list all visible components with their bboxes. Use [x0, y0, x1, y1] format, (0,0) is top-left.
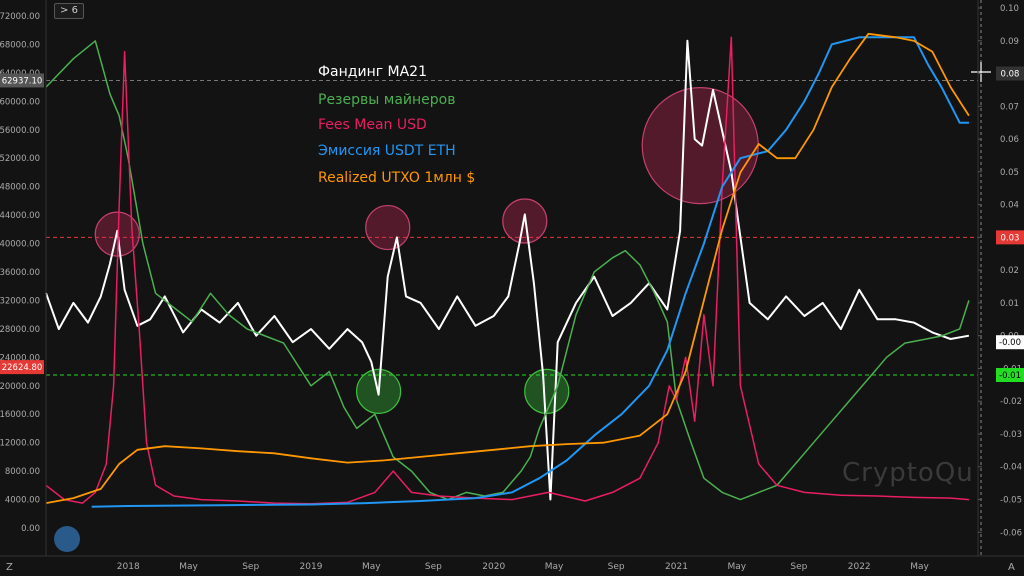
- left-tick-label: 20000.00: [0, 382, 40, 392]
- right-price-tag-label: -0.00: [999, 338, 1021, 348]
- right-price-tag-label: 0.03: [1001, 233, 1020, 243]
- timezone-label[interactable]: Z: [6, 562, 13, 573]
- series-line: [45, 36, 969, 505]
- left-tick-label: 40000.00: [0, 240, 40, 250]
- right-tick-label: 0.07: [1000, 102, 1019, 112]
- left-tick-label: 12000.00: [0, 439, 40, 449]
- left-tick-label: 4000.00: [5, 496, 40, 506]
- series-lines: [45, 32, 970, 508]
- left-price-tag: [0, 73, 44, 88]
- highlight-circle: [524, 368, 570, 414]
- highlight-circle: [365, 204, 411, 251]
- legend-item: Realized UTXO 1млн $: [318, 170, 476, 186]
- left-tick-label: 48000.00: [0, 183, 40, 193]
- left-tick-label: 32000.00: [0, 296, 40, 306]
- x-tick-label: 2018: [117, 562, 140, 572]
- logo-icon[interactable]: [54, 526, 80, 552]
- legend-item: Резервы майнеров: [318, 92, 456, 108]
- right-tick-label: 0.09: [1000, 37, 1019, 47]
- right-price-tag: [996, 335, 1024, 350]
- left-tick-label: 36000.00: [0, 268, 40, 278]
- right-tick-label: 0.01: [1000, 299, 1019, 309]
- x-tick-label: May: [179, 562, 198, 572]
- left-tick-label: 24000.00: [0, 353, 40, 363]
- highlight-circles: [94, 87, 759, 414]
- left-tick-label: 52000.00: [0, 154, 40, 164]
- legend-item: Fees Mean USD: [318, 117, 427, 133]
- x-tick-label: 2022: [848, 562, 871, 572]
- right-tick-label: 0.10: [1000, 4, 1019, 14]
- right-price-tag: [996, 66, 1024, 81]
- left-tick-label: 68000.00: [0, 40, 40, 50]
- x-tick-label: May: [362, 562, 381, 572]
- left-tick-label: 56000.00: [0, 126, 40, 136]
- left-tick-label: 16000.00: [0, 410, 40, 420]
- interval-button[interactable]: > 6: [54, 3, 84, 19]
- left-tick-label: 60000.00: [0, 97, 40, 107]
- right-price-tag-label: 0.08: [1001, 70, 1020, 80]
- legend-item: Эмиссия USDT ETH: [318, 143, 456, 159]
- left-price-tag: [0, 360, 44, 375]
- left-price-tag-label: 22624.80: [2, 363, 43, 373]
- right-price-tag: [996, 230, 1024, 245]
- x-tick-label: 2019: [300, 562, 323, 572]
- right-price-tag: [996, 367, 1024, 382]
- right-tick-label: 0.02: [1000, 266, 1019, 276]
- x-tick-label: May: [727, 562, 746, 572]
- series-line: [91, 36, 969, 508]
- left-tick-label: 28000.00: [0, 325, 40, 335]
- left-price-tag-label: 62937.10: [2, 76, 43, 86]
- right-tick-label: -0.03: [1000, 430, 1022, 440]
- right-tick-label: 0.06: [1000, 135, 1019, 145]
- x-tick-label: May: [910, 562, 929, 572]
- series-line: [45, 40, 970, 501]
- x-tick-label: Sep: [608, 562, 625, 572]
- x-tick-label: 2021: [665, 562, 688, 572]
- left-tick-label: 8000.00: [5, 467, 40, 477]
- left-tick-label: 44000.00: [0, 211, 40, 221]
- right-price-tag-label: -0.01: [999, 371, 1021, 381]
- right-tick-label: -0.05: [1000, 496, 1022, 506]
- legend-item: Фандинг MA21: [318, 64, 427, 80]
- watermark: CryptoQu: [842, 458, 974, 488]
- left-tick-label: 72000.00: [0, 12, 40, 22]
- x-tick-label: Sep: [790, 562, 807, 572]
- highlight-circle: [641, 87, 759, 205]
- x-tick-label: May: [545, 562, 564, 572]
- right-tick-label: 0.04: [1000, 201, 1019, 211]
- x-tick-label: Sep: [425, 562, 442, 572]
- right-tick-label: -0.02: [1000, 397, 1022, 407]
- right-tick-label: 0.05: [1000, 168, 1019, 178]
- series-line: [45, 32, 970, 504]
- x-tick-label: Sep: [242, 562, 259, 572]
- left-tick-label: 0.00: [21, 524, 40, 534]
- reference-lines: [46, 0, 991, 556]
- right-tick-label: -0.04: [1000, 463, 1022, 473]
- right-tick-label: -0.06: [1000, 528, 1022, 538]
- auto-scale-button[interactable]: A: [1008, 562, 1015, 573]
- x-tick-label: 2020: [482, 562, 505, 572]
- series-line: [45, 39, 970, 501]
